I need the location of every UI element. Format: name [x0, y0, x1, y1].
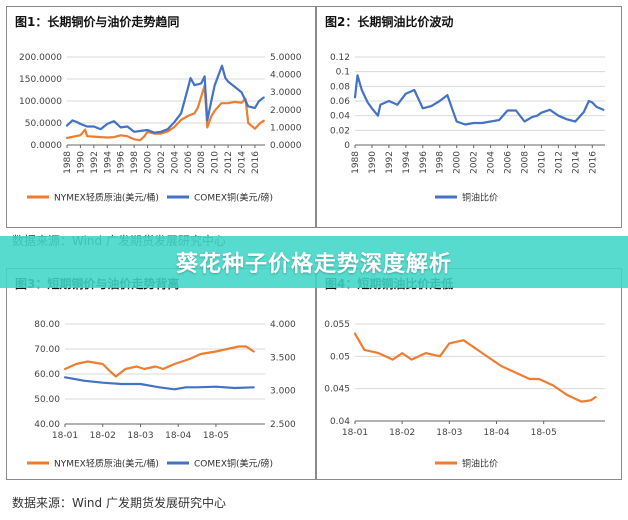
y-left-tick-label: 60.00 [34, 370, 60, 380]
x-tick-label: 18-02 [90, 431, 116, 441]
x-tick-label: 2016 [251, 151, 261, 174]
y-left-tick-label: 0.04 [330, 417, 350, 427]
x-tick-label: 2014 [571, 151, 581, 174]
x-tick-label: 1994 [402, 151, 412, 174]
x-tick-label: 1988 [63, 151, 73, 174]
x-tick-label: 2008 [197, 151, 207, 174]
x-tick-label: 2016 [588, 151, 598, 174]
y-left-tick-label: 40.00 [34, 420, 60, 430]
chart-4: 0.04 0.045 0.05 0.055 18-01 18-02 18-03 18-04 18… [324, 320, 605, 470]
y-left-tick-label: 0.04 [330, 112, 350, 122]
y-left-tick-label: 100.0000 [19, 97, 62, 107]
x-tick-label: 2004 [170, 151, 180, 174]
legend-label: 铜油比价 [462, 192, 498, 204]
y-right-tick-label: 4.000 [270, 320, 296, 330]
series-line-2 [63, 376, 255, 391]
y-left-tick-label: 50.00 [34, 395, 60, 405]
y-left-tick-label: 0.12 [330, 53, 350, 63]
y-right-tick-label: 5.0000 [270, 53, 302, 63]
x-tick-label: 1988 [351, 151, 361, 174]
x-tick-label: 18-01 [342, 428, 368, 438]
chart-title-1: 图1：长期铜价与油价走势趋同 [15, 15, 180, 29]
x-tick-label: 1998 [436, 151, 446, 174]
chart-title-2: 图2：长期铜油比价波动 [325, 15, 454, 29]
x-tick-label: 1996 [419, 151, 429, 174]
chart-panel-2: 图2：长期铜油比价波动 0 0.02 0.04 0.06 0.08 0.1 0.12 1988… [316, 6, 622, 228]
y-right-tick-label: 0.0000 [270, 141, 302, 151]
legend-label: COMEX铜(美元/磅) [194, 458, 273, 470]
x-tick-label: 2012 [554, 151, 564, 174]
legend-label: NYMEX轻质原油(美元/桶) [54, 192, 159, 204]
x-tick-label: 18-02 [389, 428, 415, 438]
x-tick-label: 18-05 [203, 431, 229, 441]
series-line-2 [65, 64, 265, 134]
chart-1: 0.0000 50.0000 100.0000 150.0000 200.0000 0.0… [19, 53, 302, 204]
x-tick-label: 1996 [117, 151, 127, 174]
y-left-tick-label: 0 [344, 141, 350, 151]
series-line-1 [353, 74, 605, 126]
series-line-1 [63, 345, 255, 378]
x-tick-label: 18-04 [165, 431, 191, 441]
x-tick-label: 18-04 [483, 428, 509, 438]
x-tick-label: 2014 [238, 151, 248, 174]
title-banner: 葵花种子价格走势深度解析 [0, 236, 628, 288]
x-tick-label: 2010 [211, 151, 221, 174]
y-right-tick-label: 2.0000 [270, 106, 302, 116]
y-left-tick-label: 50.0000 [25, 119, 62, 129]
x-tick-label: 1992 [385, 151, 395, 174]
y-right-tick-label: 2.500 [270, 420, 296, 430]
y-left-tick-label: 70.00 [34, 345, 60, 355]
x-tick-label: 2006 [504, 151, 514, 174]
x-tick-label: 2002 [470, 151, 480, 174]
y-right-tick-label: 3.500 [270, 353, 296, 363]
y-left-tick-label: 0.05 [330, 352, 350, 362]
legend-label: NYMEX轻质原油(美元/桶) [54, 458, 159, 470]
x-tick-label: 1990 [368, 151, 378, 174]
x-tick-label: 2010 [537, 151, 547, 174]
chart-panel-1: 图1：长期铜价与油价走势趋同 0.0000 50.0000 100.0000 150.… [6, 6, 316, 228]
x-tick-label: 18-05 [531, 428, 557, 438]
x-tick-label: 1992 [90, 151, 100, 174]
y-left-tick-label: 0.02 [330, 126, 350, 136]
x-tick-label: 2008 [520, 151, 530, 174]
legend-label: 铜油比价 [462, 458, 498, 470]
y-left-tick-label: 0.0000 [31, 141, 63, 151]
y-right-tick-label: 1.0000 [270, 123, 302, 133]
x-tick-label: 2000 [453, 151, 463, 174]
x-tick-label: 2012 [224, 151, 234, 174]
banner-title: 葵花种子价格走势深度解析 [175, 252, 452, 277]
y-left-tick-label: 0.055 [324, 320, 350, 330]
x-tick-label: 1990 [76, 151, 86, 174]
x-tick-label: 2006 [184, 151, 194, 174]
y-left-tick-label: 0.1 [336, 68, 350, 78]
x-tick-label: 2004 [487, 151, 497, 174]
legend-label: COMEX铜(美元/磅) [194, 192, 273, 204]
x-tick-label: 2000 [144, 151, 154, 174]
source-note-bottom: 数据来源：Wind 广发期货发展研究中心 [12, 496, 226, 510]
series-line-1 [353, 332, 597, 403]
x-tick-label: 18-01 [52, 431, 78, 441]
y-right-tick-label: 3.000 [270, 387, 296, 397]
y-left-tick-label: 150.0000 [19, 75, 62, 85]
x-tick-label: 18-03 [436, 428, 462, 438]
series-line-1 [65, 84, 265, 142]
chart-3: 40.00 50.00 60.00 70.00 80.00 2.500 3.000 3.500… [27, 320, 296, 470]
chart-2: 0 0.02 0.04 0.06 0.08 0.1 0.12 1988 1990 1992 1994… [330, 53, 605, 204]
y-left-tick-label: 0.06 [330, 97, 350, 107]
y-right-tick-label: 4.0000 [270, 71, 302, 81]
x-tick-label: 1994 [103, 151, 113, 174]
x-tick-label: 2002 [157, 151, 167, 174]
chart-panel-4: 图4：短期铜油比价走低 0.040.0450.050.05518-0118-02… [316, 268, 622, 480]
y-left-tick-label: 0.08 [330, 82, 350, 92]
y-left-tick-label: 0.045 [324, 385, 350, 395]
y-right-tick-label: 3.0000 [270, 88, 302, 98]
x-tick-label: 18-03 [127, 431, 153, 441]
x-tick-label: 1998 [130, 151, 140, 174]
y-left-tick-label: 80.00 [34, 320, 60, 330]
y-left-tick-label: 200.0000 [19, 53, 62, 63]
chart-panel-3: 图3：短期铜价与油价走势背离 40.0050.0060.0070.0080.00… [6, 268, 316, 480]
